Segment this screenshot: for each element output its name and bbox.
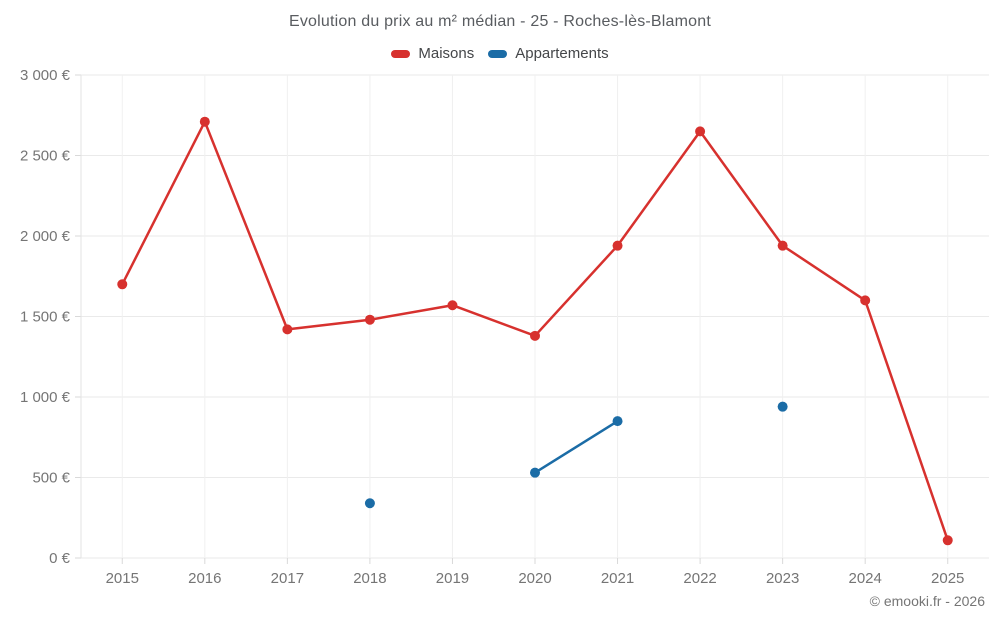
y-axis-label: 2 500 € xyxy=(20,148,71,165)
maisons-line-segment xyxy=(698,130,784,247)
maisons-data-point[interactable] xyxy=(282,324,293,335)
maisons-line-segment xyxy=(533,244,619,338)
legend-label-appartements: Appartements xyxy=(515,45,609,62)
legend-label-maisons: Maisons xyxy=(418,45,475,62)
maisons-data-point[interactable] xyxy=(117,279,128,290)
maisons-line-segment xyxy=(781,244,867,302)
maisons-data-point[interactable] xyxy=(612,240,623,251)
chart-title: Evolution du prix au m² médian - 25 - Ro… xyxy=(288,13,712,30)
y-axis-label: 500 € xyxy=(32,470,70,487)
maisons-data-point[interactable] xyxy=(942,535,953,546)
x-axis-label: 2015 xyxy=(106,570,139,587)
legend-swatch-maisons-icon xyxy=(391,49,411,58)
maisons-data-point[interactable] xyxy=(695,126,706,137)
y-axis-label: 1 500 € xyxy=(20,309,71,326)
maisons-line-segment xyxy=(863,299,949,542)
legend-item-maisons[interactable]: Maisons xyxy=(391,45,474,62)
maisons-line-segment xyxy=(451,303,537,338)
appartements-data-point[interactable] xyxy=(530,467,540,478)
appartements-line-segment xyxy=(533,419,619,474)
appartements-data-point[interactable] xyxy=(364,498,375,509)
x-axis-label: 2025 xyxy=(931,570,964,587)
maisons-data-point[interactable] xyxy=(199,116,210,127)
y-axis-label: 3 000 € xyxy=(20,67,71,84)
maisons-data-point[interactable] xyxy=(364,314,375,325)
y-axis-label: 0 € xyxy=(49,550,71,567)
maisons-data-point[interactable] xyxy=(860,295,871,306)
x-axis-label: 2024 xyxy=(848,570,881,587)
x-axis-label: 2022 xyxy=(683,570,716,587)
x-axis-label: 2018 xyxy=(353,570,386,587)
maisons-line-segment xyxy=(121,120,207,286)
maisons-line-segment xyxy=(368,303,454,321)
x-axis-label: 2023 xyxy=(766,570,799,587)
x-axis-label: 2019 xyxy=(436,570,469,587)
maisons-line-segment xyxy=(616,130,702,247)
x-axis-label: 2020 xyxy=(518,570,551,587)
x-axis-label: 2021 xyxy=(601,570,634,587)
y-axis-label: 1 000 € xyxy=(20,389,71,406)
maisons-line-segment xyxy=(203,120,289,331)
chart-legend: Maisons Appartements xyxy=(0,45,1000,62)
legend-item-appartements[interactable]: Appartements xyxy=(488,45,609,62)
x-axis-label: 2017 xyxy=(271,570,304,587)
maisons-data-point[interactable] xyxy=(530,330,540,341)
y-axis-label: 2 000 € xyxy=(20,228,71,245)
x-axis-label: 2016 xyxy=(188,570,221,587)
appartements-data-point[interactable] xyxy=(777,401,788,412)
maisons-line-segment xyxy=(286,318,372,331)
copyright-text: © emooki.fr - 2026 xyxy=(869,593,985,609)
legend-swatch-appartements-icon xyxy=(488,49,508,58)
maisons-data-point[interactable] xyxy=(447,300,458,311)
appartements-data-point[interactable] xyxy=(612,416,623,427)
maisons-data-point[interactable] xyxy=(777,240,788,251)
